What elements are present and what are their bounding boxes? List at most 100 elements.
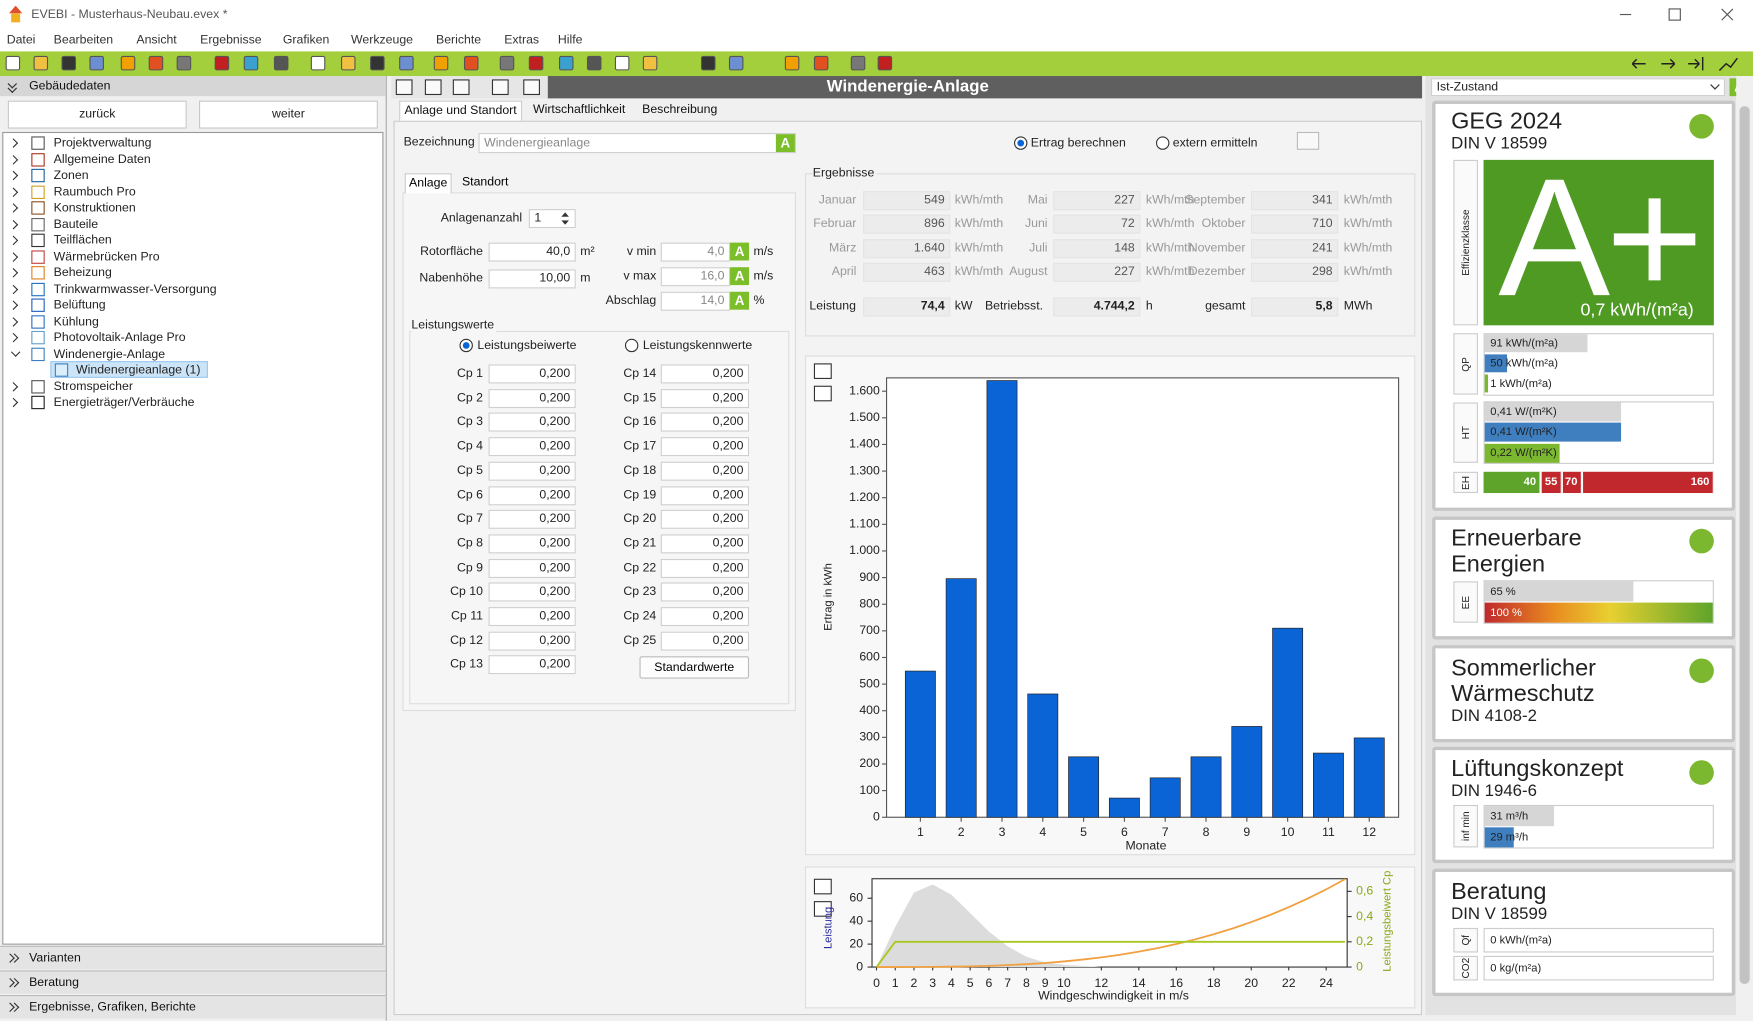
chart-tool[interactable] <box>813 901 832 917</box>
menu-item[interactable]: Ansicht <box>136 33 177 47</box>
spin-down[interactable] <box>561 220 570 225</box>
cp-field[interactable]: 0,200 <box>660 607 750 627</box>
menu-item[interactable]: Datei <box>6 33 36 47</box>
scroll-thumb[interactable] <box>1739 106 1750 984</box>
cp-field[interactable]: 0,200 <box>488 364 576 384</box>
menu-item[interactable]: Berichte <box>436 33 482 47</box>
cp-field[interactable]: 0,200 <box>488 631 576 651</box>
tree-item[interactable]: Kühlung <box>53 314 99 329</box>
tool-icon[interactable] <box>176 55 192 71</box>
menu-item[interactable]: Bearbeiten <box>53 33 114 47</box>
subtab[interactable]: Anlage <box>404 173 452 194</box>
cp-field[interactable]: 0,200 <box>660 461 750 481</box>
chart-tool[interactable] <box>813 363 832 379</box>
sidebar-section[interactable] <box>0 945 386 970</box>
status-card[interactable] <box>1432 868 1736 997</box>
tree-item[interactable]: Teilflächen <box>53 233 112 248</box>
tool-icon[interactable] <box>370 55 385 71</box>
cp-field[interactable]: 0,200 <box>488 437 576 457</box>
tool-icon[interactable] <box>558 55 574 71</box>
cp-field[interactable]: 0,200 <box>660 412 750 432</box>
tree-item[interactable]: Photovoltaik-Anlage Pro <box>53 330 186 345</box>
month-field[interactable]: 227 <box>1053 191 1141 211</box>
cp-field[interactable]: 0,200 <box>660 631 750 651</box>
tool-icon[interactable] <box>120 55 136 71</box>
tab[interactable]: Anlage und Standort <box>399 100 523 121</box>
spin-up[interactable] <box>561 212 570 217</box>
tool-icon[interactable] <box>813 55 829 71</box>
tool-icon[interactable] <box>784 55 800 71</box>
editor-tool[interactable] <box>424 79 442 96</box>
tool-icon[interactable] <box>273 55 289 71</box>
nav-button[interactable]: weiter <box>199 100 378 129</box>
tool-icon[interactable] <box>89 55 104 71</box>
import-icon[interactable] <box>1296 131 1320 150</box>
tree-item[interactable]: Windenergieanlage (1) <box>76 363 201 377</box>
tree-item[interactable]: Raumbuch Pro <box>53 185 136 199</box>
cp-field[interactable]: 0,200 <box>660 485 750 505</box>
tool-icon[interactable] <box>340 55 356 71</box>
month-field[interactable]: 710 <box>1251 214 1339 234</box>
total-field[interactable]: 5,8 <box>1251 297 1339 317</box>
month-field[interactable]: 148 <box>1053 239 1141 259</box>
menu-item[interactable]: Extras <box>504 33 540 47</box>
cp-field[interactable]: 0,200 <box>660 388 750 408</box>
month-field[interactable]: 341 <box>1251 191 1339 211</box>
editor-tool[interactable] <box>395 79 413 96</box>
tree-item[interactable]: Wärmebrücken Pro <box>53 249 160 264</box>
scenario-select[interactable]: Ist-Zustand <box>1431 78 1726 97</box>
value-field[interactable]: 10,00 <box>488 269 576 289</box>
tool-icon[interactable] <box>433 55 449 71</box>
nav-arrows[interactable] <box>1631 57 1738 71</box>
value-field[interactable]: 40,0 <box>488 242 576 262</box>
month-field[interactable]: 227 <box>1053 262 1141 282</box>
tool-icon[interactable] <box>642 55 658 71</box>
tool-icon[interactable] <box>310 55 326 71</box>
chart-tool[interactable] <box>813 878 832 895</box>
total-field[interactable]: 74,4 <box>863 297 951 317</box>
button[interactable]: Standardwerte <box>639 656 750 679</box>
value-field[interactable]: 4,0 <box>660 242 731 262</box>
tree-item[interactable]: Stromspeicher <box>53 379 133 393</box>
mode-label[interactable]: Ertrag berechnen <box>1030 136 1126 150</box>
cp-field[interactable]: 0,200 <box>660 558 750 578</box>
month-field[interactable]: 72 <box>1053 214 1141 234</box>
tool-icon[interactable] <box>33 55 49 71</box>
tool-icon[interactable] <box>614 55 630 71</box>
menu-item[interactable]: Grafiken <box>282 33 330 47</box>
tree-item[interactable]: Beheizung <box>53 266 112 280</box>
tree-item[interactable]: Konstruktionen <box>53 201 136 215</box>
nav-button[interactable]: zurück <box>7 100 187 129</box>
cp-field[interactable]: 0,200 <box>660 582 750 602</box>
tool-icon[interactable] <box>214 55 230 71</box>
cp-field[interactable]: 0,200 <box>488 607 576 627</box>
tab[interactable]: Wirtschaftlichkeit <box>532 102 626 117</box>
cp-field[interactable]: 0,200 <box>488 388 576 408</box>
name-field[interactable]: Windenergieanlage <box>478 133 797 154</box>
tree-item[interactable]: Energieträger/Verbräuche <box>53 395 195 410</box>
tool-icon[interactable] <box>399 55 414 71</box>
month-field[interactable]: 241 <box>1251 239 1339 259</box>
cp-field[interactable]: 0,200 <box>660 510 750 530</box>
radio[interactable] <box>1155 136 1170 150</box>
tool-icon[interactable] <box>5 55 21 71</box>
value-field[interactable]: 14,0 <box>660 291 731 311</box>
mode-label[interactable]: extern ermitteln <box>1172 136 1258 150</box>
menu-item[interactable]: Ergebnisse <box>200 33 262 47</box>
month-field[interactable]: 463 <box>863 262 951 282</box>
tab[interactable]: Beschreibung <box>642 102 718 117</box>
cp-field[interactable]: 0,200 <box>488 655 576 675</box>
cp-field[interactable]: 0,200 <box>660 364 750 384</box>
tool-icon[interactable] <box>243 55 259 71</box>
tree-item[interactable]: Projektverwaltung <box>53 136 152 150</box>
editor-tool[interactable] <box>491 79 509 96</box>
cp-field[interactable]: 0,200 <box>488 510 576 530</box>
cp-field[interactable]: 0,200 <box>488 558 576 578</box>
cp-field[interactable]: 0,200 <box>488 485 576 505</box>
menu-item[interactable]: Hilfe <box>557 33 583 47</box>
tree-item[interactable]: Allgemeine Daten <box>53 152 151 167</box>
tool-icon[interactable] <box>728 55 744 71</box>
tree-item[interactable]: Zonen <box>53 168 89 183</box>
tool-icon[interactable] <box>850 55 866 71</box>
tool-icon[interactable] <box>463 55 479 71</box>
